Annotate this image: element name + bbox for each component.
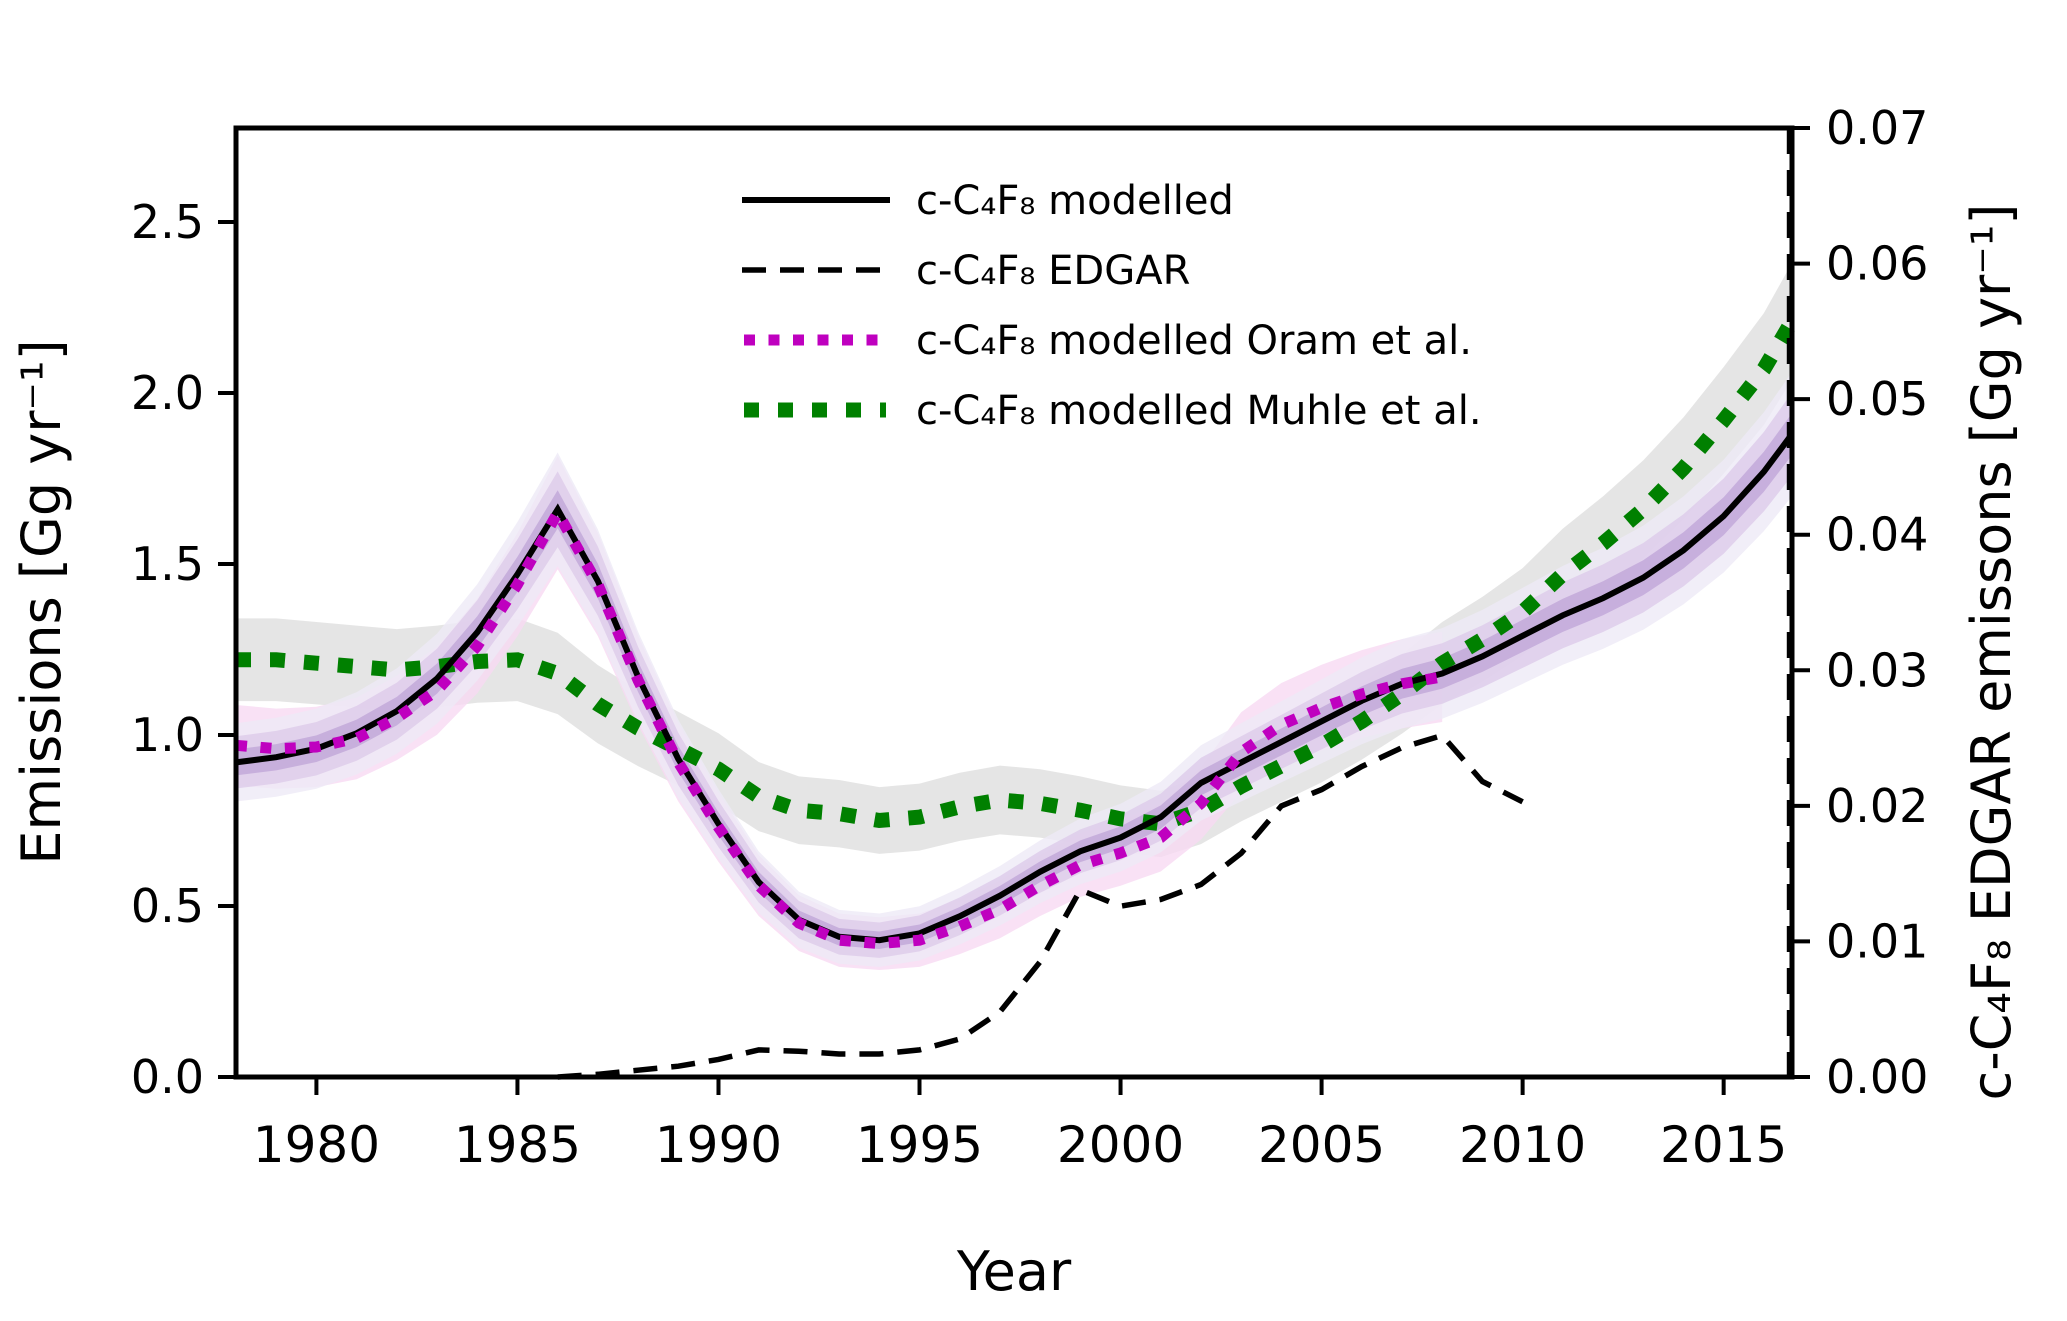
x-tick-label: 2010 — [1459, 1116, 1586, 1174]
y-axis-label-right: c-C₄F₈ EDGAR emissons [Gg yr⁻¹] — [1960, 204, 2023, 1101]
y-left-tick-label: 0.0 — [131, 1050, 204, 1104]
y-left-tick-label: 0.5 — [131, 879, 204, 933]
y-left-tick-label: 1.0 — [131, 708, 204, 762]
y-right-tick-label: 0.04 — [1826, 508, 1928, 562]
y-right-tick-label: 0.02 — [1826, 779, 1928, 833]
x-tick-label: 1990 — [655, 1116, 782, 1174]
x-tick-label: 1985 — [454, 1116, 581, 1174]
y-right-tick-label: 0.00 — [1826, 1050, 1928, 1104]
axes-ticks: 1980 1985 1990 1995 2000 2005 2010 2015 0.0 0.5 1.… — [131, 101, 1929, 1174]
legend-label-oram: c-C₄F₈ modelled Oram et al. — [916, 318, 1472, 364]
y-right-tick-label: 0.03 — [1826, 643, 1928, 697]
legend-item-muhle: c-C₄F₈ modelled Muhle et al. — [744, 388, 1482, 434]
x-tick-label: 1980 — [253, 1116, 380, 1174]
edgar-curve — [557, 732, 1524, 1080]
legend-label-modelled: c-C₄F₈ modelled — [916, 178, 1234, 224]
legend-label-muhle: c-C₄F₈ modelled Muhle et al. — [916, 388, 1482, 434]
x-tick-label: 1995 — [856, 1116, 983, 1174]
legend-item-edgar: c-C₄F₈ EDGAR — [742, 248, 1190, 294]
legend-label-edgar: c-C₄F₈ EDGAR — [916, 248, 1190, 294]
muhle-curve — [236, 317, 1799, 832]
y-right-tick-label: 0.06 — [1826, 237, 1928, 291]
plot-frame — [233, 125, 1795, 1080]
y-right-tick-label: 0.01 — [1826, 914, 1928, 968]
modelled-band-1 — [236, 392, 1792, 958]
y-right-tick-label: 0.05 — [1826, 372, 1928, 426]
legend: c-C₄F₈ modelled c-C₄F₈ EDGAR c-C₄F₈ mode… — [742, 178, 1482, 434]
data-curves — [235, 128, 1799, 1080]
y-left-tick-label: 2.5 — [131, 195, 204, 249]
x-tick-label: 2000 — [1057, 1116, 1184, 1174]
y-axis-label-left: Emissions [Gg yr⁻¹] — [10, 339, 73, 864]
legend-item-modelled: c-C₄F₈ modelled — [742, 178, 1234, 224]
y-left-tick-label: 2.0 — [131, 366, 204, 420]
x-tick-label: 2005 — [1258, 1116, 1385, 1174]
y-left-tick-label: 1.5 — [131, 537, 204, 591]
x-axis-label: Year — [956, 1240, 1072, 1303]
legend-item-oram: c-C₄F₈ modelled Oram et al. — [744, 318, 1472, 364]
modelled-curve — [235, 432, 1795, 944]
x-tick-label: 2015 — [1660, 1116, 1787, 1174]
y-right-tick-label: 0.07 — [1826, 101, 1928, 155]
